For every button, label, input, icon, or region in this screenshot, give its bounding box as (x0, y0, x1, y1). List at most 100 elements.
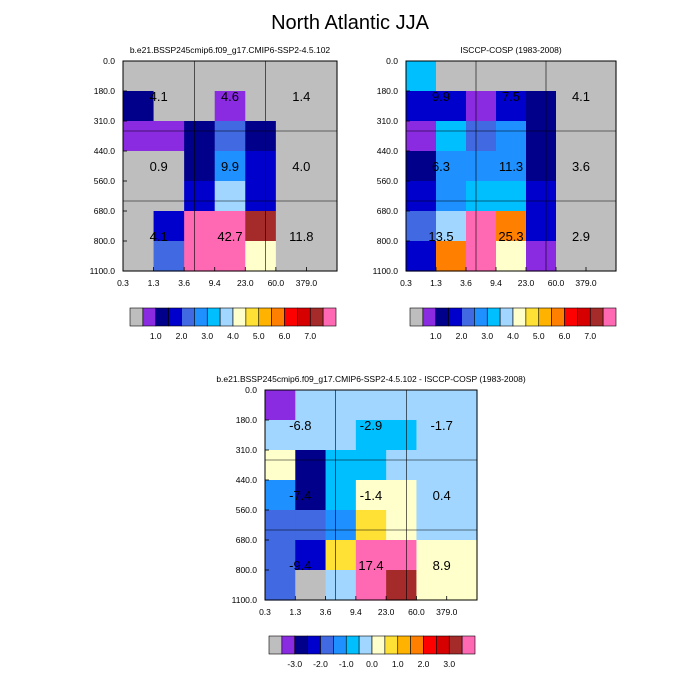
heatmap-cell (265, 510, 296, 541)
legend-swatch (284, 307, 298, 327)
legend-swatch (589, 307, 604, 327)
box-value-label: 7.5 (502, 89, 520, 104)
heatmap-cell (556, 241, 587, 272)
heatmap-cell (214, 211, 246, 242)
heatmap-cell (325, 420, 357, 451)
heatmap-cell (386, 540, 418, 571)
legend-label: 2.0 (176, 331, 188, 341)
legend-label: 2.0 (418, 659, 430, 669)
legend-swatch (409, 307, 424, 327)
panel-title: ISCCP-COSP (1983-2008) (460, 45, 562, 55)
legend-swatch (422, 307, 437, 327)
y-tick-label: 560.0 (94, 176, 116, 186)
heatmap-cell (386, 480, 418, 511)
legend-swatch (155, 307, 169, 327)
legend-swatch (322, 307, 337, 327)
legend-swatch (384, 635, 399, 655)
heatmap-cell (355, 570, 387, 601)
y-tick-label: 680.0 (377, 206, 399, 216)
heatmap-cell (466, 91, 497, 122)
box-value-label: -6.8 (289, 418, 311, 433)
heatmap-cell (123, 121, 155, 152)
heatmap-cell (184, 91, 216, 122)
y-tick-label: 800.0 (377, 236, 399, 246)
heatmap-cell (355, 420, 387, 451)
heatmap-cell (496, 61, 527, 92)
legend-swatch (448, 635, 463, 655)
heatmap-cell (436, 91, 467, 122)
box-value-label: 0.9 (150, 159, 168, 174)
heatmap-cell (245, 151, 277, 182)
heatmap-panel-1: b.e21.BSSP245cmip6.f09_g17.CMIP6-SSP2-4.… (90, 45, 338, 288)
heatmap-cell (446, 450, 478, 481)
heatmap-cell (265, 540, 296, 571)
legend-label: -1.0 (339, 659, 354, 669)
legend-swatch (410, 635, 424, 655)
legend-swatch (358, 635, 373, 655)
heatmap-cell (153, 211, 185, 242)
heatmap-cell (586, 181, 617, 212)
legend-swatch (245, 307, 260, 327)
legend-swatch (461, 635, 476, 655)
legend-swatch (271, 307, 285, 327)
heatmap-cell (526, 211, 557, 242)
legend-swatch (397, 635, 411, 655)
x-tick-label: 3.6 (178, 278, 190, 288)
heatmap-cell (153, 241, 185, 272)
heatmap-cell (245, 91, 277, 122)
heatmap-cell (466, 181, 497, 212)
legend-swatch (309, 307, 324, 327)
heatmap-cell (446, 390, 478, 421)
plot-frame (405, 60, 617, 272)
heatmap-cell (123, 91, 155, 122)
y-tick-label: 180.0 (94, 86, 116, 96)
heatmap-cell (446, 540, 478, 571)
heatmap-cell (123, 181, 155, 212)
heatmap-cell (436, 211, 467, 242)
heatmap-cell (586, 91, 617, 122)
heatmap-cell (466, 121, 497, 152)
legend-label: 1.0 (392, 659, 404, 669)
heatmap-cell (306, 181, 338, 212)
legend-label: 1.0 (150, 331, 162, 341)
box-value-label: 4.0 (292, 159, 310, 174)
heatmap-cell (214, 181, 246, 212)
legend-swatch (564, 307, 578, 327)
heatmap-cell (184, 151, 216, 182)
y-tick-label: 180.0 (377, 86, 399, 96)
legend-swatch (333, 635, 347, 655)
heatmap-cell (325, 390, 357, 421)
legend-swatch (294, 635, 308, 655)
heatmap-cell (295, 390, 327, 421)
box-value-label: -7.4 (289, 488, 311, 503)
heatmap-cell (406, 241, 437, 272)
heatmap-cell (496, 181, 527, 212)
y-tick-label: 1100.0 (373, 266, 399, 276)
x-tick-label: 379.0 (296, 278, 318, 288)
box-value-label: -1.7 (430, 418, 452, 433)
box-value-label: 42.7 (217, 229, 242, 244)
box-value-label: -1.4 (360, 488, 382, 503)
heatmap-cell (416, 570, 448, 601)
heatmap-cell (355, 540, 387, 571)
heatmap-cell (526, 121, 557, 152)
y-tick-label: 180.0 (236, 415, 258, 425)
box-value-label: 9.9 (221, 159, 239, 174)
legend-swatch (525, 307, 540, 327)
box-value-label: 4.1 (150, 229, 168, 244)
heatmap-cell (325, 450, 357, 481)
y-tick-label: 800.0 (94, 236, 116, 246)
plot-frame (122, 60, 338, 272)
legend-label: -2.0 (313, 659, 328, 669)
heatmap-cell (586, 241, 617, 272)
heatmap-cell (406, 181, 437, 212)
y-tick-label: 560.0 (236, 505, 258, 515)
heatmap-cell (446, 570, 478, 601)
heatmap-cell (496, 211, 527, 242)
heatmap-cell (265, 390, 296, 421)
heatmap-cell (416, 480, 448, 511)
box-value-label: 4.1 (150, 89, 168, 104)
heatmap-cell (214, 61, 246, 92)
box-value-label: 11.8 (289, 229, 313, 244)
